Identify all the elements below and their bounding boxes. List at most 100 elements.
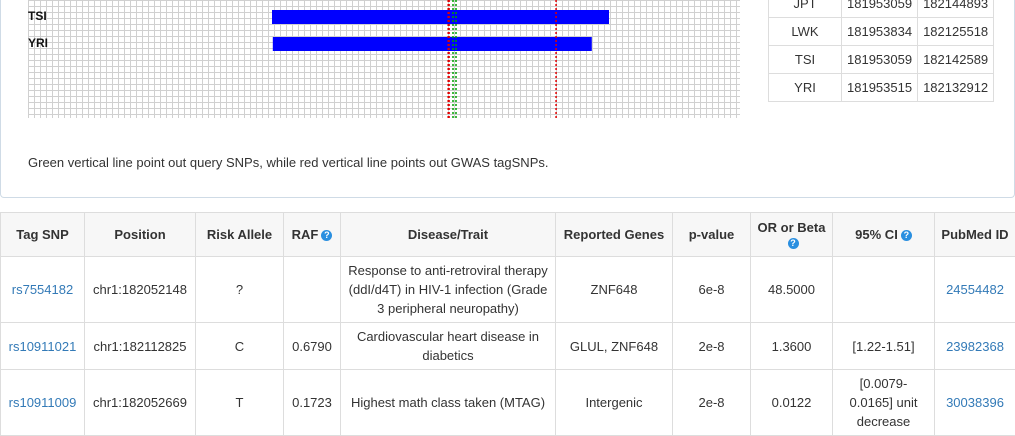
header-text: PubMed ID bbox=[941, 227, 1008, 242]
cell-text: ? bbox=[236, 282, 243, 297]
snp-cell: 2e-8 bbox=[673, 323, 751, 370]
header-text: Risk Allele bbox=[207, 227, 272, 242]
population-label: YRI bbox=[28, 36, 48, 50]
snp-cell: chr1:182052148 bbox=[85, 257, 196, 323]
cell-text: 0.1723 bbox=[292, 395, 332, 410]
header-text: Reported Genes bbox=[564, 227, 664, 242]
column-header: Position bbox=[85, 213, 196, 257]
snp-cell: chr1:182052669 bbox=[85, 370, 196, 436]
snp-cell: 23982368 bbox=[935, 323, 1015, 370]
population-cell: 181953059 bbox=[842, 0, 918, 18]
snp-cell: T bbox=[196, 370, 284, 436]
snp-cell: 0.0122 bbox=[751, 370, 833, 436]
population-cell: 182142589 bbox=[918, 46, 994, 74]
snp-cell: 24554482 bbox=[935, 257, 1015, 323]
column-header: 95% CI? bbox=[833, 213, 935, 257]
snp-cell: 30038396 bbox=[935, 370, 1015, 436]
header-text: RAF bbox=[292, 227, 319, 242]
cell-text: 0.0122 bbox=[772, 395, 812, 410]
snp-cell: 48.5000 bbox=[751, 257, 833, 323]
column-header: RAF? bbox=[284, 213, 341, 257]
snp-row: rs10911021 chr1:182112825 C 0.6790 Cardiovas… bbox=[1, 323, 1015, 370]
snp-cell: chr1:182112825 bbox=[85, 323, 196, 370]
cell-text: chr1:182112825 bbox=[93, 339, 186, 354]
cell-text: Highest math class taken (MTAG) bbox=[351, 395, 545, 410]
cell-text: ZNF648 bbox=[591, 282, 638, 297]
population-cell: TSI bbox=[769, 46, 842, 74]
snp-cell: 0.1723 bbox=[284, 370, 341, 436]
cell-text: [0.0079-0.0165] unit decrease bbox=[850, 376, 918, 429]
snp-cell: ZNF648 bbox=[556, 257, 673, 323]
population-cell: JPT bbox=[769, 0, 842, 18]
snp-cell: ? bbox=[196, 257, 284, 323]
header-text: Tag SNP bbox=[16, 227, 69, 242]
column-header: Reported Genes bbox=[556, 213, 673, 257]
column-header: Risk Allele bbox=[196, 213, 284, 257]
snp-cell: 0.6790 bbox=[284, 323, 341, 370]
snp-cell bbox=[833, 257, 935, 323]
snp-cell: rs10911021 bbox=[1, 323, 85, 370]
cell-text: [1.22-1.51] bbox=[852, 339, 914, 354]
snp-row: rs10911009 chr1:182052669 T 0.1723 Highest m… bbox=[1, 370, 1015, 436]
header-text: p-value bbox=[689, 227, 735, 242]
header-text: 95% CI bbox=[855, 227, 898, 242]
column-header: Disease/Trait bbox=[341, 213, 556, 257]
cell-text: T bbox=[236, 395, 244, 410]
population-cell: 182125518 bbox=[918, 18, 994, 46]
column-header: Tag SNP bbox=[1, 213, 85, 257]
population-cell: 181953059 bbox=[842, 46, 918, 74]
snp-cell: Cardiovascular heart disease in diabetic… bbox=[341, 323, 556, 370]
snp-cell: Response to anti-retroviral therapy (ddI… bbox=[341, 257, 556, 323]
cell-text: 2e-8 bbox=[698, 395, 724, 410]
snp-cell: [1.22-1.51] bbox=[833, 323, 935, 370]
ld-bar bbox=[272, 10, 609, 24]
pubmed-link[interactable]: 30038396 bbox=[946, 395, 1004, 410]
population-cell: 181953515 bbox=[842, 74, 918, 102]
ld-chart: TSI YRI bbox=[0, 0, 760, 120]
snp-cell: C bbox=[196, 323, 284, 370]
snp-cell: 1.3600 bbox=[751, 323, 833, 370]
snp-cell: Intergenic bbox=[556, 370, 673, 436]
population-cell: 181953834 bbox=[842, 18, 918, 46]
snp-cell: rs10911009 bbox=[1, 370, 85, 436]
cell-text: 48.5000 bbox=[768, 282, 815, 297]
snp-cell: rs7554182 bbox=[1, 257, 85, 323]
pubmed-link[interactable]: 24554482 bbox=[946, 282, 1004, 297]
help-icon[interactable]: ? bbox=[321, 230, 332, 241]
population-cell: 182144893 bbox=[918, 0, 994, 18]
cell-text: Cardiovascular heart disease in diabetic… bbox=[357, 329, 539, 363]
cell-text: GLUL, ZNF648 bbox=[570, 339, 658, 354]
cell-text: chr1:182052148 bbox=[93, 282, 187, 297]
help-icon[interactable]: ? bbox=[901, 230, 912, 241]
snp-cell: 2e-8 bbox=[673, 370, 751, 436]
snp-cell: Highest math class taken (MTAG) bbox=[341, 370, 556, 436]
population-cell: LWK bbox=[769, 18, 842, 46]
cell-text: 6e-8 bbox=[698, 282, 724, 297]
snp-link[interactable]: rs10911009 bbox=[9, 395, 77, 410]
ld-bar bbox=[273, 37, 592, 51]
pubmed-link[interactable]: 23982368 bbox=[946, 339, 1004, 354]
snp-cell bbox=[284, 257, 341, 323]
column-header: p-value bbox=[673, 213, 751, 257]
note: Green vertical line point out query SNPs… bbox=[28, 155, 548, 170]
column-header: OR or Beta? bbox=[751, 213, 833, 257]
cell-text: C bbox=[235, 339, 244, 354]
snp-link[interactable]: rs10911021 bbox=[9, 339, 77, 354]
header-text: OR or Beta bbox=[758, 220, 826, 235]
snp-link[interactable]: rs7554182 bbox=[12, 282, 73, 297]
cell-text: 2e-8 bbox=[698, 339, 724, 354]
header-text: Position bbox=[114, 227, 165, 242]
population-cell: YRI bbox=[769, 74, 842, 102]
snp-cell: [0.0079-0.0165] unit decrease bbox=[833, 370, 935, 436]
snp-cell: 6e-8 bbox=[673, 257, 751, 323]
help-icon[interactable]: ? bbox=[788, 238, 799, 249]
population-label: TSI bbox=[28, 9, 47, 23]
snp-row: rs7554182 chr1:182052148? Response to anti… bbox=[1, 257, 1015, 323]
cell-text: 0.6790 bbox=[292, 339, 332, 354]
snp-cell: GLUL, ZNF648 bbox=[556, 323, 673, 370]
